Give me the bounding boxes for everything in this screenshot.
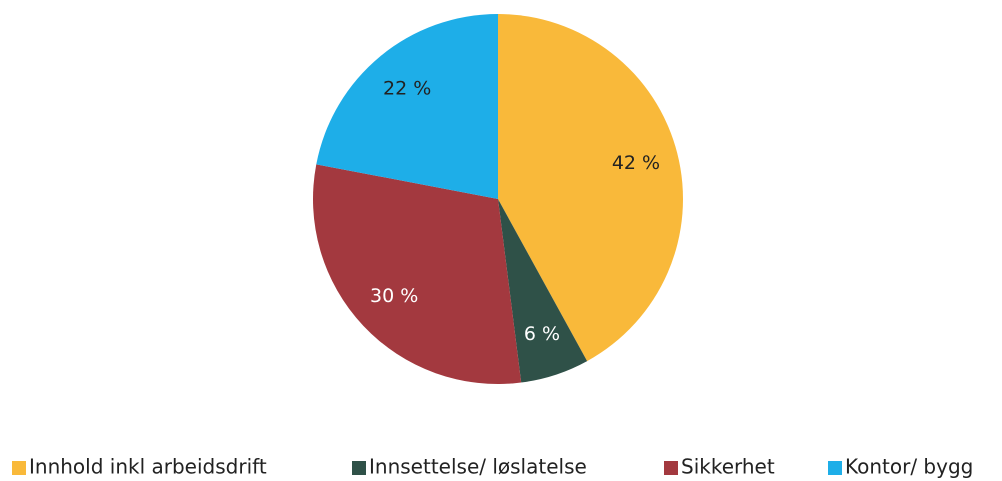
data-label: 30 % xyxy=(370,285,418,307)
data-label: 42 % xyxy=(612,152,660,174)
legend-label: Sikkerhet xyxy=(681,455,775,479)
data-label: 6 % xyxy=(524,323,560,345)
legend-swatch xyxy=(828,461,842,475)
pie-slice xyxy=(498,199,588,383)
legend-swatch xyxy=(664,461,678,475)
pie-slice xyxy=(313,164,522,385)
pie-slice xyxy=(498,14,683,362)
data-label: 22 % xyxy=(383,78,431,100)
legend-label: Innsettelse/ løslatelse xyxy=(369,455,587,479)
legend-swatch xyxy=(352,461,366,475)
pie-slice xyxy=(316,14,498,199)
legend-swatch xyxy=(12,461,26,475)
legend-label: Kontor/ bygg xyxy=(845,455,973,479)
legend-label: Innhold inkl arbeidsdrift xyxy=(29,455,267,479)
